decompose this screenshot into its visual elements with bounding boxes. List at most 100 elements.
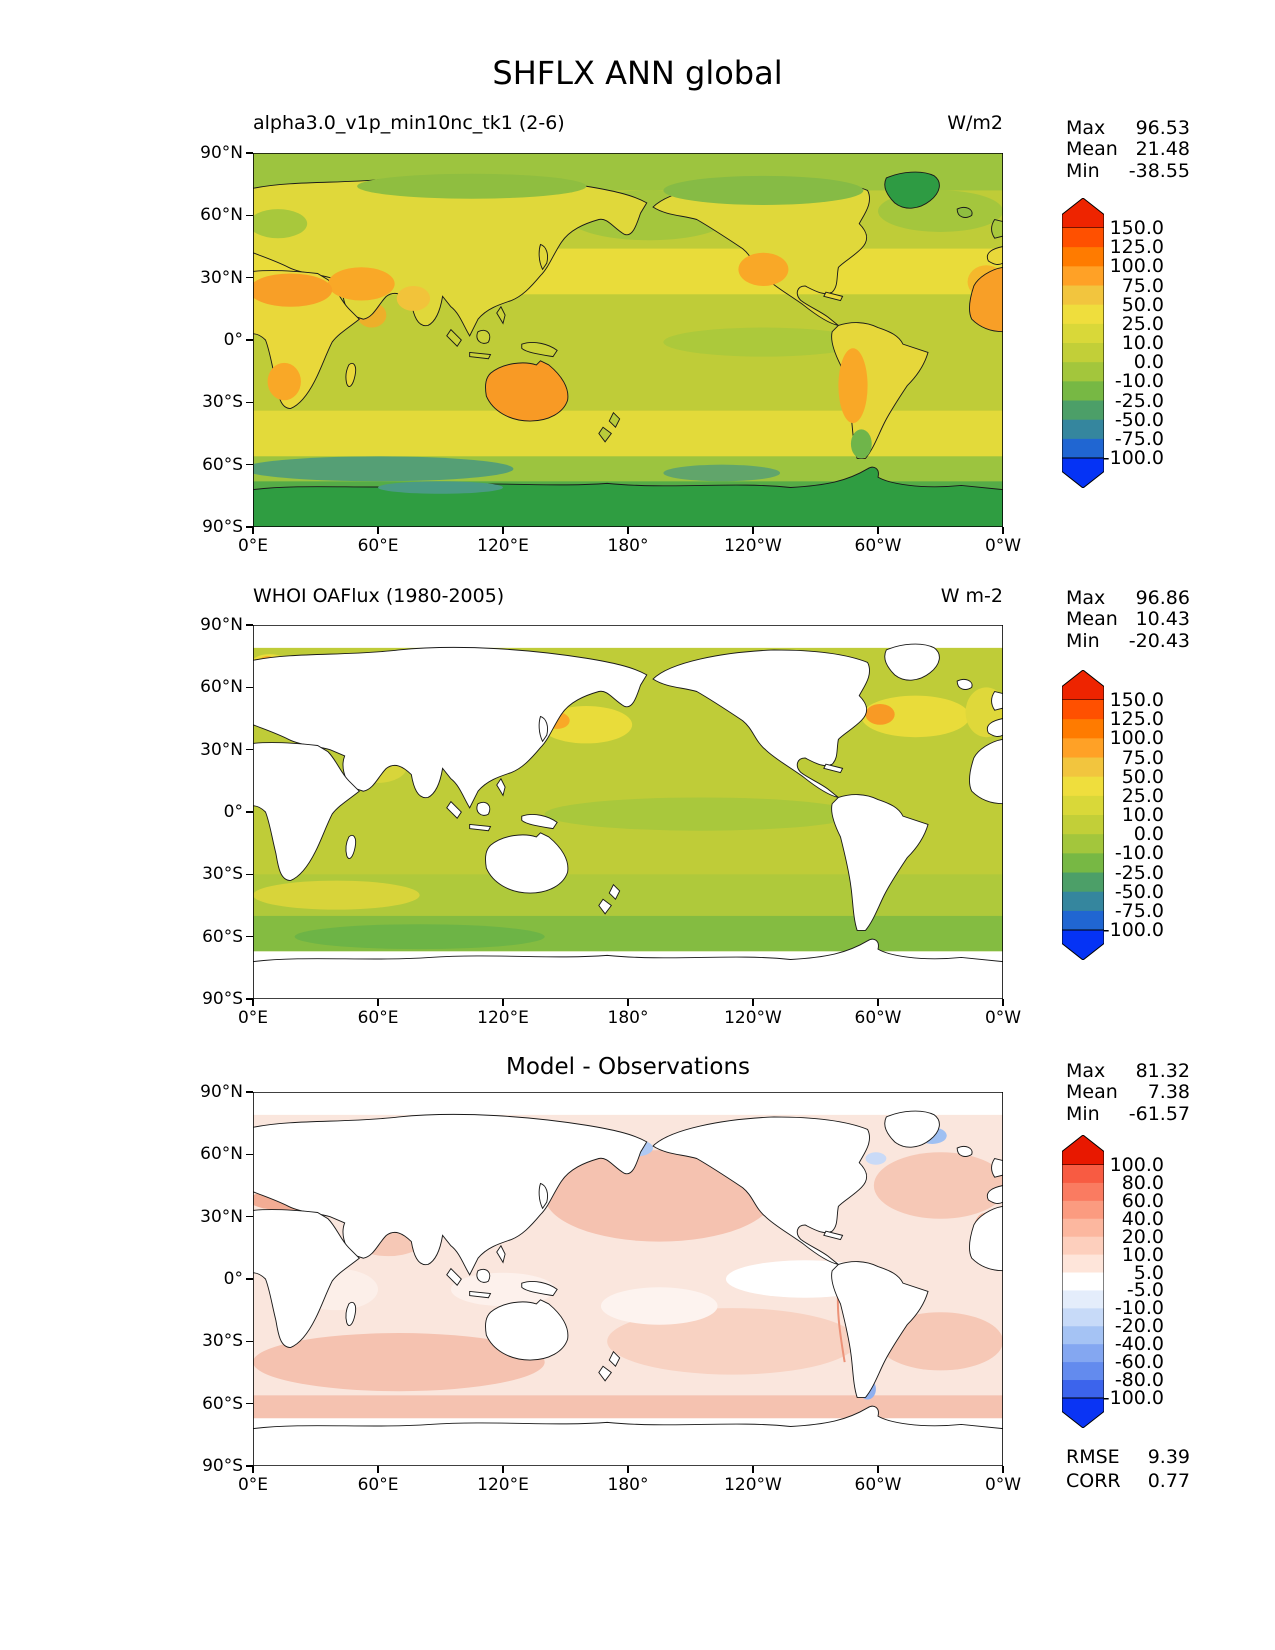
x-tick-label: 60°E — [357, 1008, 399, 1028]
colorbar-tick-label: -10.0 — [1114, 370, 1164, 393]
y-tickmark — [246, 1278, 253, 1280]
colorbar-tick-label: -25.0 — [1114, 861, 1164, 884]
colorbar-tick-label: 0.0 — [1133, 351, 1164, 374]
colorbar-tick-label: 100.0 — [1109, 727, 1164, 750]
colorbar-tick-label: 60.0 — [1121, 1189, 1164, 1212]
x-tickmark — [377, 527, 379, 534]
colorbar-tick-label: 80.0 — [1121, 1171, 1164, 1194]
colorbar-tick-label: -40.0 — [1114, 1333, 1164, 1356]
colorbar-tick-label: -100.0 — [1102, 1386, 1164, 1409]
y-tick-label: 90°S — [202, 989, 243, 1009]
y-tick-label: 90°S — [202, 517, 243, 537]
x-tick-label: 0°W — [984, 536, 1022, 556]
colorbar-tick-label: 50.0 — [1121, 765, 1164, 788]
y-tick-label: 90°N — [200, 1082, 243, 1102]
y-tickmark — [246, 152, 253, 154]
y-tickmark — [246, 214, 253, 217]
y-tickmark — [246, 811, 253, 813]
obs-map — [253, 625, 1003, 999]
y-tickmark — [246, 339, 253, 341]
stat-value: 10.43 — [1135, 608, 1190, 631]
page-title: SHFLX ANN global — [492, 54, 783, 92]
panel-units-model: W/m2 — [947, 112, 1003, 134]
x-tickmark — [752, 999, 754, 1006]
colorbar-tick-label: 50.0 — [1121, 293, 1164, 316]
colorbar-tick-label: 20.0 — [1121, 1225, 1164, 1248]
y-tick-label: 0° — [223, 802, 243, 822]
colorbar-tick-label: -20.0 — [1114, 1315, 1164, 1338]
y-tickmark — [246, 1153, 253, 1156]
x-tickmark — [502, 527, 504, 534]
stat-value: 96.86 — [1135, 587, 1190, 609]
y-tick-label: 30°N — [200, 739, 243, 760]
y-tick-label: 60°S — [202, 926, 243, 947]
y-tickmark — [246, 526, 253, 528]
x-tick-label: 0°E — [237, 536, 269, 556]
y-tick-label: 0° — [223, 330, 243, 350]
y-tick-label: 60°N — [200, 677, 243, 698]
y-tick-label: 0° — [223, 1269, 243, 1289]
colorbar-tick-label: -80.0 — [1114, 1369, 1164, 1392]
x-tick-label: 120°E — [477, 1008, 529, 1028]
x-tickmark — [377, 999, 379, 1006]
stat-value: 7.38 — [1147, 1081, 1190, 1104]
colorbar-tick-label: 100.0 — [1109, 255, 1164, 278]
colorbar-tick-label: -10.0 — [1114, 842, 1164, 865]
stat-value: 21.48 — [1135, 138, 1190, 161]
x-tick-label: 0°W — [984, 1475, 1022, 1495]
colorbar-tick-label: -50.0 — [1114, 880, 1164, 903]
stat-label: RMSE — [1066, 1446, 1120, 1468]
colorbar-tick-label: -75.0 — [1114, 899, 1164, 922]
y-tickmark — [246, 1465, 253, 1467]
colorbar-tick-label: 75.0 — [1121, 746, 1164, 769]
colorbar-tick-label: 100.0 — [1109, 1154, 1164, 1176]
colorbar-tick-label: -5.0 — [1126, 1279, 1164, 1302]
x-tick-label: 180° — [607, 1475, 649, 1495]
x-tickmark — [1002, 527, 1004, 534]
x-tick-label: 120°W — [724, 536, 782, 556]
stat-label: CORR — [1066, 1470, 1121, 1492]
x-tick-label: 180° — [607, 1008, 649, 1028]
colorbar-tick-label: 40.0 — [1121, 1207, 1164, 1230]
colorbar-tick-label: 150.0 — [1109, 689, 1164, 711]
x-tickmark — [1002, 1466, 1004, 1473]
stat-label: Mean — [1066, 608, 1118, 631]
colorbar-tick-label: -50.0 — [1114, 408, 1164, 431]
x-tick-label: 120°W — [724, 1475, 782, 1495]
y-tickmark — [246, 873, 253, 876]
x-tickmark — [502, 999, 504, 1006]
colorbar-tick-label: 125.0 — [1109, 708, 1164, 731]
x-tickmark — [877, 1466, 879, 1473]
stat-label: Max — [1066, 587, 1106, 609]
stat-value: -61.57 — [1128, 1102, 1190, 1125]
stat-value: -38.55 — [1128, 159, 1190, 182]
x-tickmark — [627, 1466, 629, 1473]
y-tick-label: 90°N — [200, 143, 243, 163]
x-tickmark — [877, 527, 879, 534]
x-tickmark — [252, 999, 254, 1006]
colorbar-tick-label: -100.0 — [1102, 447, 1164, 470]
y-tickmark — [246, 1340, 253, 1343]
stat-value: -20.43 — [1128, 629, 1190, 652]
y-tickmark — [246, 935, 253, 938]
y-tickmark — [246, 1402, 253, 1405]
colorbar — [1062, 1135, 1104, 1428]
stat-label: Max — [1066, 1060, 1106, 1082]
colorbar-tick-label: 10.0 — [1121, 804, 1164, 827]
colorbar — [1062, 198, 1104, 489]
x-tick-label: 120°E — [477, 536, 529, 556]
colorbar-tick-label: 25.0 — [1121, 784, 1164, 807]
x-tick-label: 60°E — [357, 536, 399, 556]
colorbar-tick-label: 10.0 — [1121, 1243, 1164, 1266]
x-tickmark — [752, 527, 754, 534]
x-tick-label: 0°E — [237, 1008, 269, 1028]
colorbar-tick-label: -100.0 — [1102, 919, 1164, 942]
stat-label: Mean — [1066, 1081, 1118, 1104]
panel-units-obs: W m-2 — [940, 585, 1003, 607]
x-tick-label: 0°E — [237, 1475, 269, 1495]
y-tickmark — [246, 276, 253, 279]
stat-label: Min — [1066, 629, 1100, 652]
y-tick-label: 30°S — [202, 1331, 243, 1352]
y-tickmark — [246, 624, 253, 626]
